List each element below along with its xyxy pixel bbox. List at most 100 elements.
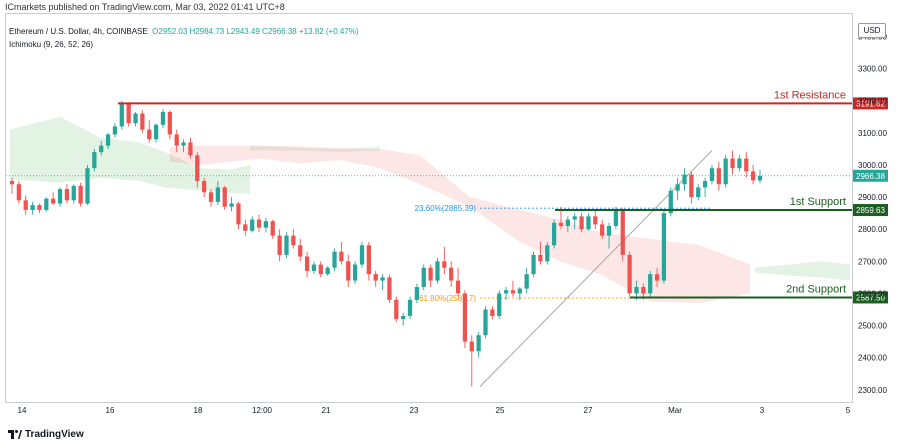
- candle-body[interactable]: [202, 181, 207, 193]
- candle-body[interactable]: [339, 251, 344, 262]
- candle-body[interactable]: [222, 187, 227, 207]
- candle-body[interactable]: [243, 224, 248, 231]
- candle-body[interactable]: [57, 189, 63, 204]
- candle-body[interactable]: [325, 267, 330, 275]
- candle-body[interactable]: [407, 299, 413, 316]
- candle-body[interactable]: [105, 134, 111, 146]
- candle-body[interactable]: [153, 124, 159, 140]
- candle-body[interactable]: [668, 190, 673, 214]
- candle-body[interactable]: [682, 174, 687, 185]
- candle-body[interactable]: [352, 264, 358, 281]
- candle-body[interactable]: [552, 222, 557, 246]
- candle-body[interactable]: [126, 103, 131, 124]
- currency-button[interactable]: USD: [858, 23, 886, 38]
- candle-body[interactable]: [291, 235, 296, 246]
- candle-body[interactable]: [545, 245, 550, 262]
- fib-trendline[interactable]: [479, 150, 713, 387]
- candle-body[interactable]: [99, 145, 104, 153]
- candle-body[interactable]: [654, 274, 660, 281]
- candle-body[interactable]: [510, 290, 516, 294]
- candle-body[interactable]: [16, 184, 21, 201]
- candle-body[interactable]: [483, 309, 488, 336]
- candle-body[interactable]: [401, 315, 406, 320]
- candle-body[interactable]: [414, 287, 420, 300]
- candle-body[interactable]: [195, 155, 200, 182]
- candle-body[interactable]: [744, 158, 749, 172]
- candle-body[interactable]: [277, 235, 282, 255]
- indicator-legend[interactable]: Ichimoku (9, 26, 52, 26): [9, 40, 94, 49]
- candle-body[interactable]: [380, 277, 385, 281]
- candle-body[interactable]: [675, 184, 680, 191]
- candle-body[interactable]: [490, 309, 495, 316]
- candle-body[interactable]: [689, 174, 694, 198]
- candle-body[interactable]: [250, 219, 255, 231]
- candle-body[interactable]: [565, 219, 570, 226]
- candle-body[interactable]: [304, 256, 310, 271]
- candle-body[interactable]: [531, 254, 536, 275]
- candle-body[interactable]: [586, 216, 591, 230]
- candle-body[interactable]: [757, 175, 763, 181]
- candle-body[interactable]: [64, 189, 70, 201]
- candle-body[interactable]: [469, 341, 474, 352]
- candle-body[interactable]: [78, 185, 83, 204]
- candle-body[interactable]: [256, 219, 262, 228]
- candle-body[interactable]: [284, 235, 289, 255]
- candle-body[interactable]: [147, 129, 152, 140]
- candle-body[interactable]: [174, 134, 179, 146]
- candle-body[interactable]: [270, 221, 275, 236]
- candle-body[interactable]: [44, 198, 49, 210]
- candle-body[interactable]: [112, 126, 118, 135]
- candle-body[interactable]: [208, 192, 214, 202]
- candle-body[interactable]: [9, 181, 15, 185]
- candle-body[interactable]: [263, 221, 269, 228]
- candle-body[interactable]: [229, 203, 234, 207]
- candle-body[interactable]: [188, 142, 193, 156]
- candle-body[interactable]: [311, 264, 317, 271]
- candle-body[interactable]: [462, 293, 468, 342]
- candle-body[interactable]: [455, 280, 461, 294]
- candle-body[interactable]: [449, 267, 454, 281]
- candle-body[interactable]: [133, 113, 138, 124]
- candle-body[interactable]: [579, 216, 584, 230]
- candle-body[interactable]: [600, 224, 605, 236]
- candle-body[interactable]: [181, 142, 186, 146]
- candle-body[interactable]: [709, 168, 715, 182]
- candle-body[interactable]: [160, 111, 166, 125]
- candle-body[interactable]: [524, 274, 529, 289]
- candle-body[interactable]: [641, 287, 646, 294]
- candle-body[interactable]: [497, 293, 502, 316]
- candle-body[interactable]: [428, 267, 433, 281]
- candle-body[interactable]: [318, 264, 323, 275]
- candle-body[interactable]: [517, 288, 522, 294]
- candle-body[interactable]: [92, 152, 97, 169]
- candle-body[interactable]: [634, 287, 639, 294]
- candle-body[interactable]: [387, 277, 392, 300]
- candle-body[interactable]: [696, 187, 701, 198]
- candle-body[interactable]: [702, 181, 708, 188]
- candle-body[interactable]: [593, 216, 598, 225]
- candle-body[interactable]: [613, 209, 619, 226]
- candle-body[interactable]: [503, 290, 509, 294]
- candle-body[interactable]: [332, 251, 337, 268]
- candle-body[interactable]: [620, 209, 625, 255]
- candle-body[interactable]: [648, 274, 653, 294]
- candle-body[interactable]: [627, 254, 632, 294]
- candle-body[interactable]: [538, 254, 543, 262]
- candle-body[interactable]: [737, 158, 742, 169]
- candle-body[interactable]: [394, 299, 399, 320]
- candle-body[interactable]: [51, 198, 56, 204]
- candle-body[interactable]: [215, 187, 220, 202]
- candle-body[interactable]: [119, 103, 124, 127]
- candle-body[interactable]: [730, 158, 735, 169]
- candle-body[interactable]: [661, 213, 667, 281]
- candle-body[interactable]: [558, 222, 564, 226]
- candle-body[interactable]: [298, 245, 303, 257]
- candle-body[interactable]: [85, 168, 90, 204]
- candle-body[interactable]: [442, 261, 447, 268]
- candle-body[interactable]: [572, 216, 577, 220]
- candle-body[interactable]: [37, 205, 42, 210]
- candle-body[interactable]: [71, 185, 76, 201]
- candle-body[interactable]: [140, 113, 145, 130]
- candle-body[interactable]: [30, 205, 35, 210]
